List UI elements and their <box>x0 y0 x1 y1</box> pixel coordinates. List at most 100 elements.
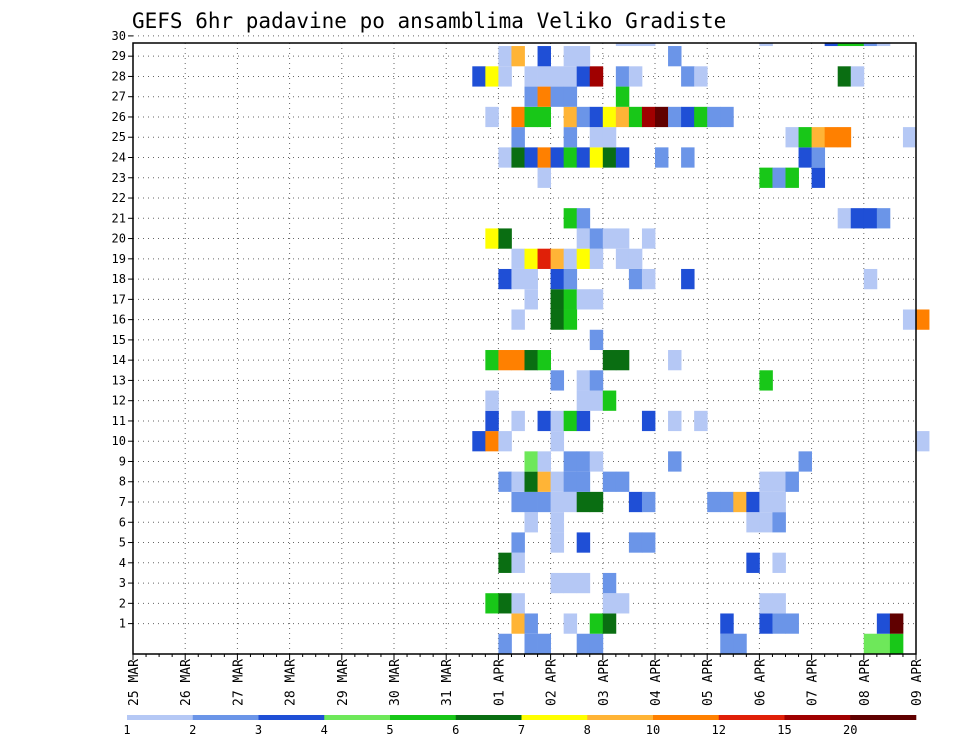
heatmap-cell <box>563 248 578 269</box>
y-tick-label: 11 <box>112 414 126 428</box>
heatmap-cell <box>837 208 852 229</box>
colorbar-swatch <box>127 715 194 720</box>
heatmap-cell <box>576 491 591 513</box>
heatmap-cell <box>576 66 591 87</box>
heatmap-cell <box>550 471 565 492</box>
heatmap-cell <box>563 86 578 107</box>
heatmap-cell <box>694 410 708 432</box>
heatmap-cell <box>615 43 630 47</box>
y-tick-label: 25 <box>112 130 126 144</box>
heatmap-cell <box>511 127 525 148</box>
heatmap-cell <box>576 248 591 269</box>
heatmap-cell <box>524 86 538 107</box>
heatmap-cell <box>615 350 630 371</box>
heatmap-cell <box>720 633 734 654</box>
heatmap-cell <box>589 613 604 634</box>
heatmap-cell <box>602 572 617 594</box>
heatmap-cell <box>537 66 551 87</box>
heatmap-cell <box>537 491 551 513</box>
colorbar-label: 15 <box>777 723 791 737</box>
heatmap-cell <box>563 410 578 432</box>
heatmap-cell <box>589 329 604 351</box>
heatmap-cell <box>772 167 786 188</box>
heatmap-cell <box>550 572 565 594</box>
heatmap-cell <box>563 613 578 634</box>
heatmap-cell <box>472 66 486 87</box>
y-tick-label: 6 <box>119 515 126 529</box>
y-tick-label: 21 <box>112 211 126 225</box>
heatmap-cell <box>759 471 773 492</box>
y-tick-label: 19 <box>112 252 126 266</box>
heatmap-cell <box>589 451 604 472</box>
heatmap-cell <box>641 268 656 290</box>
heatmap-cell <box>563 572 578 594</box>
heatmap-cell <box>537 410 551 432</box>
heatmap-cell <box>511 532 525 553</box>
heatmap-cell <box>550 66 565 87</box>
heatmap-cell <box>485 350 499 371</box>
colorbar-label: 4 <box>321 723 328 737</box>
heatmap-cell <box>485 410 499 432</box>
x-tick-label: 30 MAR <box>388 659 403 706</box>
heatmap-cell <box>524 633 538 654</box>
heatmap-cell <box>563 491 578 513</box>
heatmap-cell <box>785 471 799 492</box>
y-tick-label: 5 <box>119 536 126 550</box>
heatmap-cell <box>759 167 773 188</box>
colorbar-label: 10 <box>646 723 660 737</box>
colorbar-label: 1 <box>123 723 130 737</box>
heatmap-cell <box>511 248 525 269</box>
y-tick-label: 9 <box>119 454 126 468</box>
heatmap-cell <box>916 431 930 452</box>
heatmap-cell <box>811 127 826 148</box>
heatmap-cell <box>589 147 604 168</box>
heatmap-cell <box>615 248 630 269</box>
heatmap-cell <box>563 127 578 148</box>
heatmap-cell <box>589 248 604 269</box>
heatmap-cell <box>485 390 499 411</box>
heatmap-cell <box>615 593 630 614</box>
heatmap-cell <box>589 106 604 128</box>
heatmap-cell <box>563 46 578 67</box>
heatmap-cell <box>811 167 826 188</box>
y-tick-label: 28 <box>112 69 126 83</box>
heatmap-cell <box>537 471 551 492</box>
heatmap-cell <box>511 309 525 330</box>
heatmap-cell <box>511 147 525 168</box>
heatmap-cell <box>563 66 578 87</box>
chart-title: GEFS 6hr padavine po ansamblima Veliko G… <box>132 9 726 33</box>
heatmap-cell <box>759 613 773 634</box>
heatmap-cell <box>863 633 878 654</box>
y-tick-label: 10 <box>112 434 126 448</box>
heatmap-cell <box>524 613 538 634</box>
heatmap-cell <box>524 106 538 128</box>
heatmap-cell <box>498 593 512 614</box>
y-tick-label: 7 <box>119 495 126 509</box>
colorbar-swatch <box>258 715 325 720</box>
heatmap-cell <box>628 43 643 47</box>
heatmap-cell <box>485 228 499 249</box>
y-tick-label: 16 <box>112 313 126 327</box>
y-tick-label: 23 <box>112 171 126 185</box>
heatmap-cell <box>550 491 565 513</box>
heatmap-cell <box>798 127 812 148</box>
heatmap-cell <box>902 309 917 330</box>
x-tick-label: 25 MAR <box>127 659 142 706</box>
colorbar-swatch <box>324 715 391 720</box>
x-tick-label: 03 APR <box>597 659 612 706</box>
heatmap-cell <box>668 410 682 432</box>
heatmap-cell <box>524 147 538 168</box>
y-tick-label: 15 <box>112 333 126 347</box>
colorbar-swatch <box>784 715 851 720</box>
heatmap-cell <box>837 43 852 47</box>
heatmap-cell <box>589 127 604 148</box>
heatmap-cell <box>485 66 499 87</box>
heatmap-cell <box>602 147 617 168</box>
heatmap-cell <box>498 431 512 452</box>
heatmap-cell <box>824 127 839 148</box>
colorbar-label: 3 <box>255 723 262 737</box>
heatmap-cell <box>524 66 538 87</box>
x-axis-ticks: 25 MAR 26 MAR 27 MAR 28 MAR 29 MAR 30 MAR 31 M… <box>127 654 925 706</box>
heatmap-cell <box>550 370 565 391</box>
heatmap-cell <box>550 532 565 553</box>
